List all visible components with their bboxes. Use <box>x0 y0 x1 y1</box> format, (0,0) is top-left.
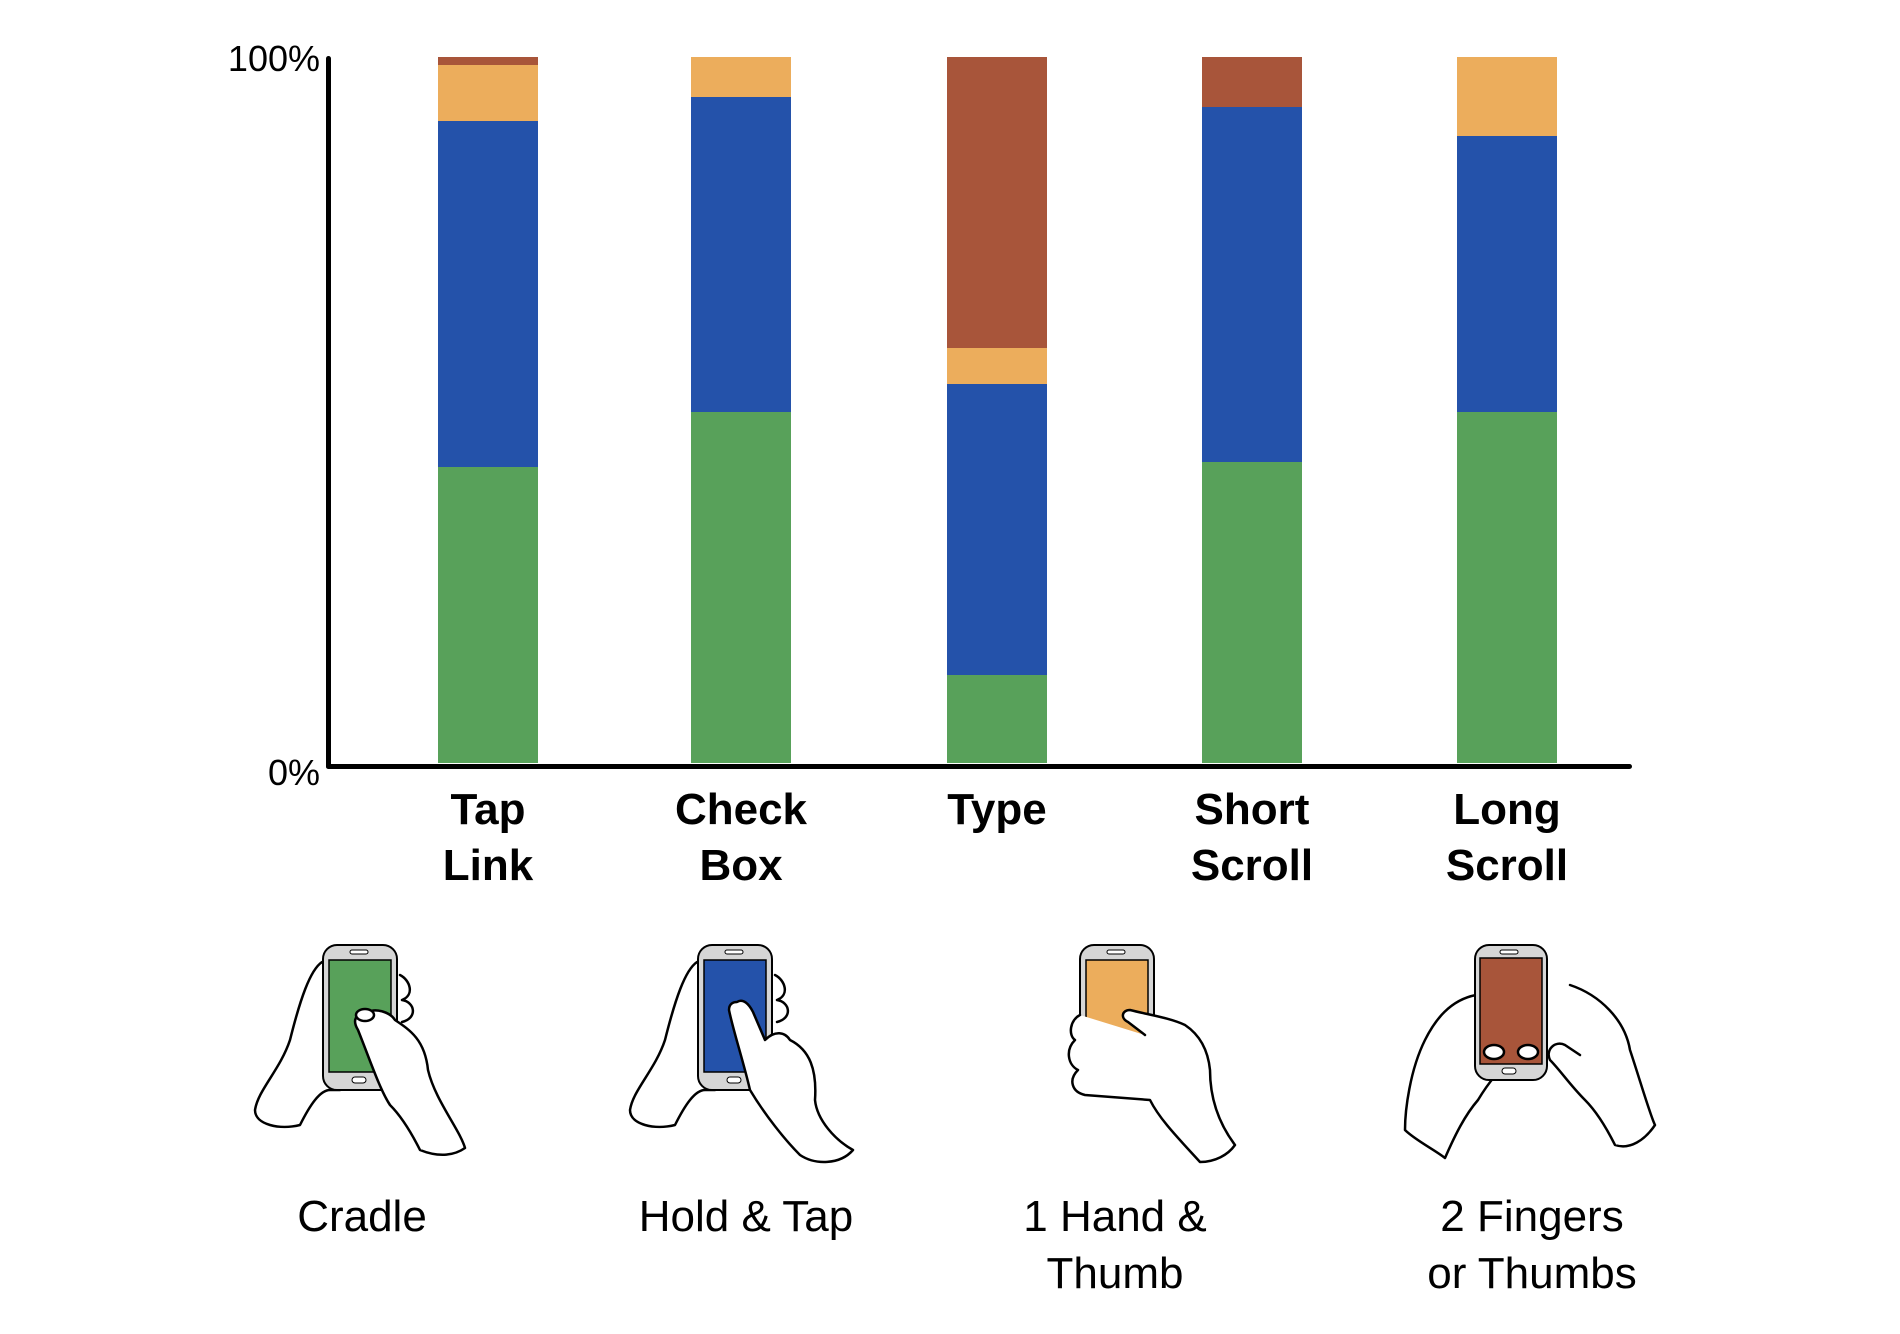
bar-type <box>947 57 1047 763</box>
x-axis-line <box>326 764 1632 769</box>
bar-tap-link <box>438 57 538 763</box>
category-line: Long <box>1453 785 1561 834</box>
bar-segment <box>1457 412 1557 763</box>
bar-segment <box>1202 57 1302 108</box>
bar-segment <box>947 347 1047 384</box>
one-hand-thumb-phone-icon <box>1067 944 1237 1164</box>
bar-segment <box>947 674 1047 763</box>
hold-and-tap-hands-phone-icon <box>628 944 855 1164</box>
legend-line: Hold & Tap <box>638 1192 854 1241</box>
bar-short-scroll <box>1202 57 1302 763</box>
category-line: Type <box>947 785 1047 834</box>
category-label-short-scroll: Short Scroll <box>1152 782 1352 894</box>
category-line: Link <box>442 841 534 890</box>
legend-line: Cradle <box>297 1192 427 1241</box>
legend-line: or Thumbs <box>1427 1249 1637 1298</box>
y-tick-0: 0% <box>267 752 320 793</box>
category-label-tap-link: Tap Link <box>388 782 588 894</box>
legend-line: 1 Hand & <box>1023 1192 1207 1241</box>
legend-label-hold-tap: Hold & Tap <box>586 1188 906 1245</box>
bar-segment <box>1457 136 1557 413</box>
bar-segment <box>438 466 538 763</box>
bar-segment <box>691 97 791 413</box>
legend-label-two-fingers-thumbs: 2 Fingers or Thumbs <box>1372 1188 1692 1302</box>
category-line: Scroll <box>1190 841 1314 890</box>
legend-label-cradle: Cradle <box>202 1188 522 1245</box>
category-line: Tap <box>450 785 526 834</box>
category-line: Scroll <box>1445 841 1569 890</box>
legend-line: 2 Fingers <box>1440 1192 1624 1241</box>
bar-segment <box>1202 462 1302 763</box>
bar-check-box <box>691 57 791 763</box>
two-thumbs-phone-icon <box>1403 944 1657 1160</box>
legend-label-one-hand-thumb: 1 Hand & Thumb <box>955 1188 1275 1302</box>
category-line: Check <box>674 785 808 834</box>
category-label-long-scroll: Long Scroll <box>1407 782 1607 894</box>
bar-segment <box>1202 107 1302 463</box>
bar-segment <box>947 57 1047 348</box>
bar-segment <box>691 57 791 98</box>
cradle-hands-phone-icon <box>253 944 467 1156</box>
category-label-type: Type <box>897 782 1097 838</box>
category-line: Box <box>699 841 783 890</box>
y-tick-100: 100% <box>227 38 320 79</box>
bar-segment <box>438 57 538 65</box>
y-axis-line <box>326 56 331 769</box>
category-label-check-box: Check Box <box>641 782 841 894</box>
bar-segment <box>691 412 791 763</box>
bar-long-scroll <box>1457 57 1557 763</box>
bar-segment <box>438 120 538 467</box>
bar-segment <box>947 383 1047 675</box>
legend-line: Thumb <box>1046 1249 1184 1298</box>
bar-segment <box>1457 57 1557 137</box>
bar-segment <box>438 64 538 121</box>
category-line: Short <box>1194 785 1310 834</box>
